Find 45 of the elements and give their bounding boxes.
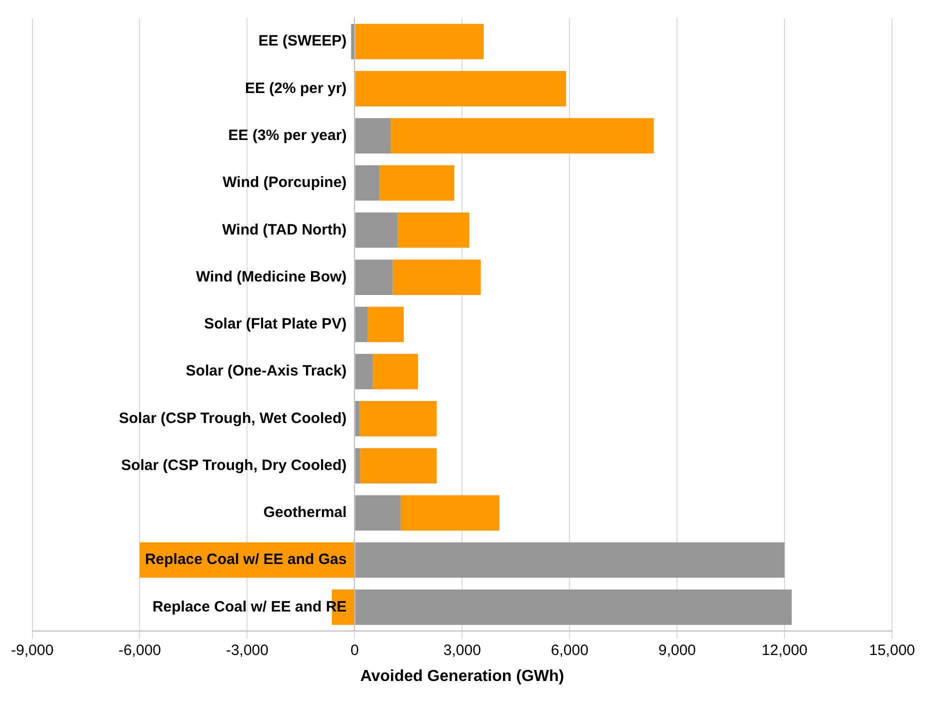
- bar: [355, 118, 391, 154]
- bar: [368, 306, 404, 342]
- y-tick-label: Wind (Porcupine): [222, 174, 347, 192]
- bar: [398, 212, 470, 248]
- bar: [360, 401, 437, 436]
- x-tick-label: -3,000: [226, 642, 268, 659]
- bar: [351, 24, 354, 60]
- bar: [372, 354, 418, 390]
- y-tick-label: Solar (Flat Plate PV): [204, 316, 347, 333]
- bar: [390, 118, 654, 154]
- bar: [400, 495, 500, 531]
- x-tick-label: 6,000: [550, 642, 588, 659]
- y-tick-label: EE (2% per yr): [244, 80, 347, 97]
- x-tick-label: 12,000: [762, 642, 808, 659]
- bar: [355, 354, 373, 390]
- bar: [355, 542, 785, 578]
- y-tick-label: Geothermal: [263, 504, 347, 522]
- x-tick-label: 15,000: [869, 642, 916, 659]
- bar: [355, 495, 401, 531]
- bar: [355, 260, 393, 295]
- y-tick-label: EE (3% per year): [228, 126, 347, 144]
- bar: [392, 260, 481, 295]
- bar: [355, 401, 360, 436]
- bar: [355, 71, 566, 106]
- bar: [355, 590, 792, 625]
- bar: [355, 306, 368, 342]
- bar: [355, 212, 398, 248]
- y-tick-label: Solar (One-Axis Track): [186, 362, 347, 380]
- y-tick-label: Replace Coal w/ EE and Gas: [144, 551, 347, 568]
- bar: [380, 165, 454, 201]
- bar: [360, 448, 437, 484]
- x-tick-label: 0: [350, 642, 359, 659]
- y-tick-label: EE (SWEEP): [258, 32, 347, 50]
- bar: [355, 24, 484, 60]
- bar: [355, 165, 380, 201]
- x-tick-label: -6,000: [118, 642, 162, 659]
- bar: [355, 448, 360, 484]
- y-tick-label: Solar (CSP Trough, Dry Cooled): [121, 456, 347, 474]
- x-axis-title: Avoided Generation (GWh): [360, 668, 564, 685]
- x-tick-label: -9,000: [10, 642, 54, 659]
- x-tick-label: 3,000: [443, 642, 481, 659]
- y-tick-label: Solar (CSP Trough, Wet Cooled): [118, 410, 347, 427]
- y-tick-label: Wind (TAD North): [222, 221, 347, 238]
- x-tick-label: 9,000: [658, 642, 696, 659]
- y-tick-label: Wind (Medicine Bow): [196, 268, 347, 286]
